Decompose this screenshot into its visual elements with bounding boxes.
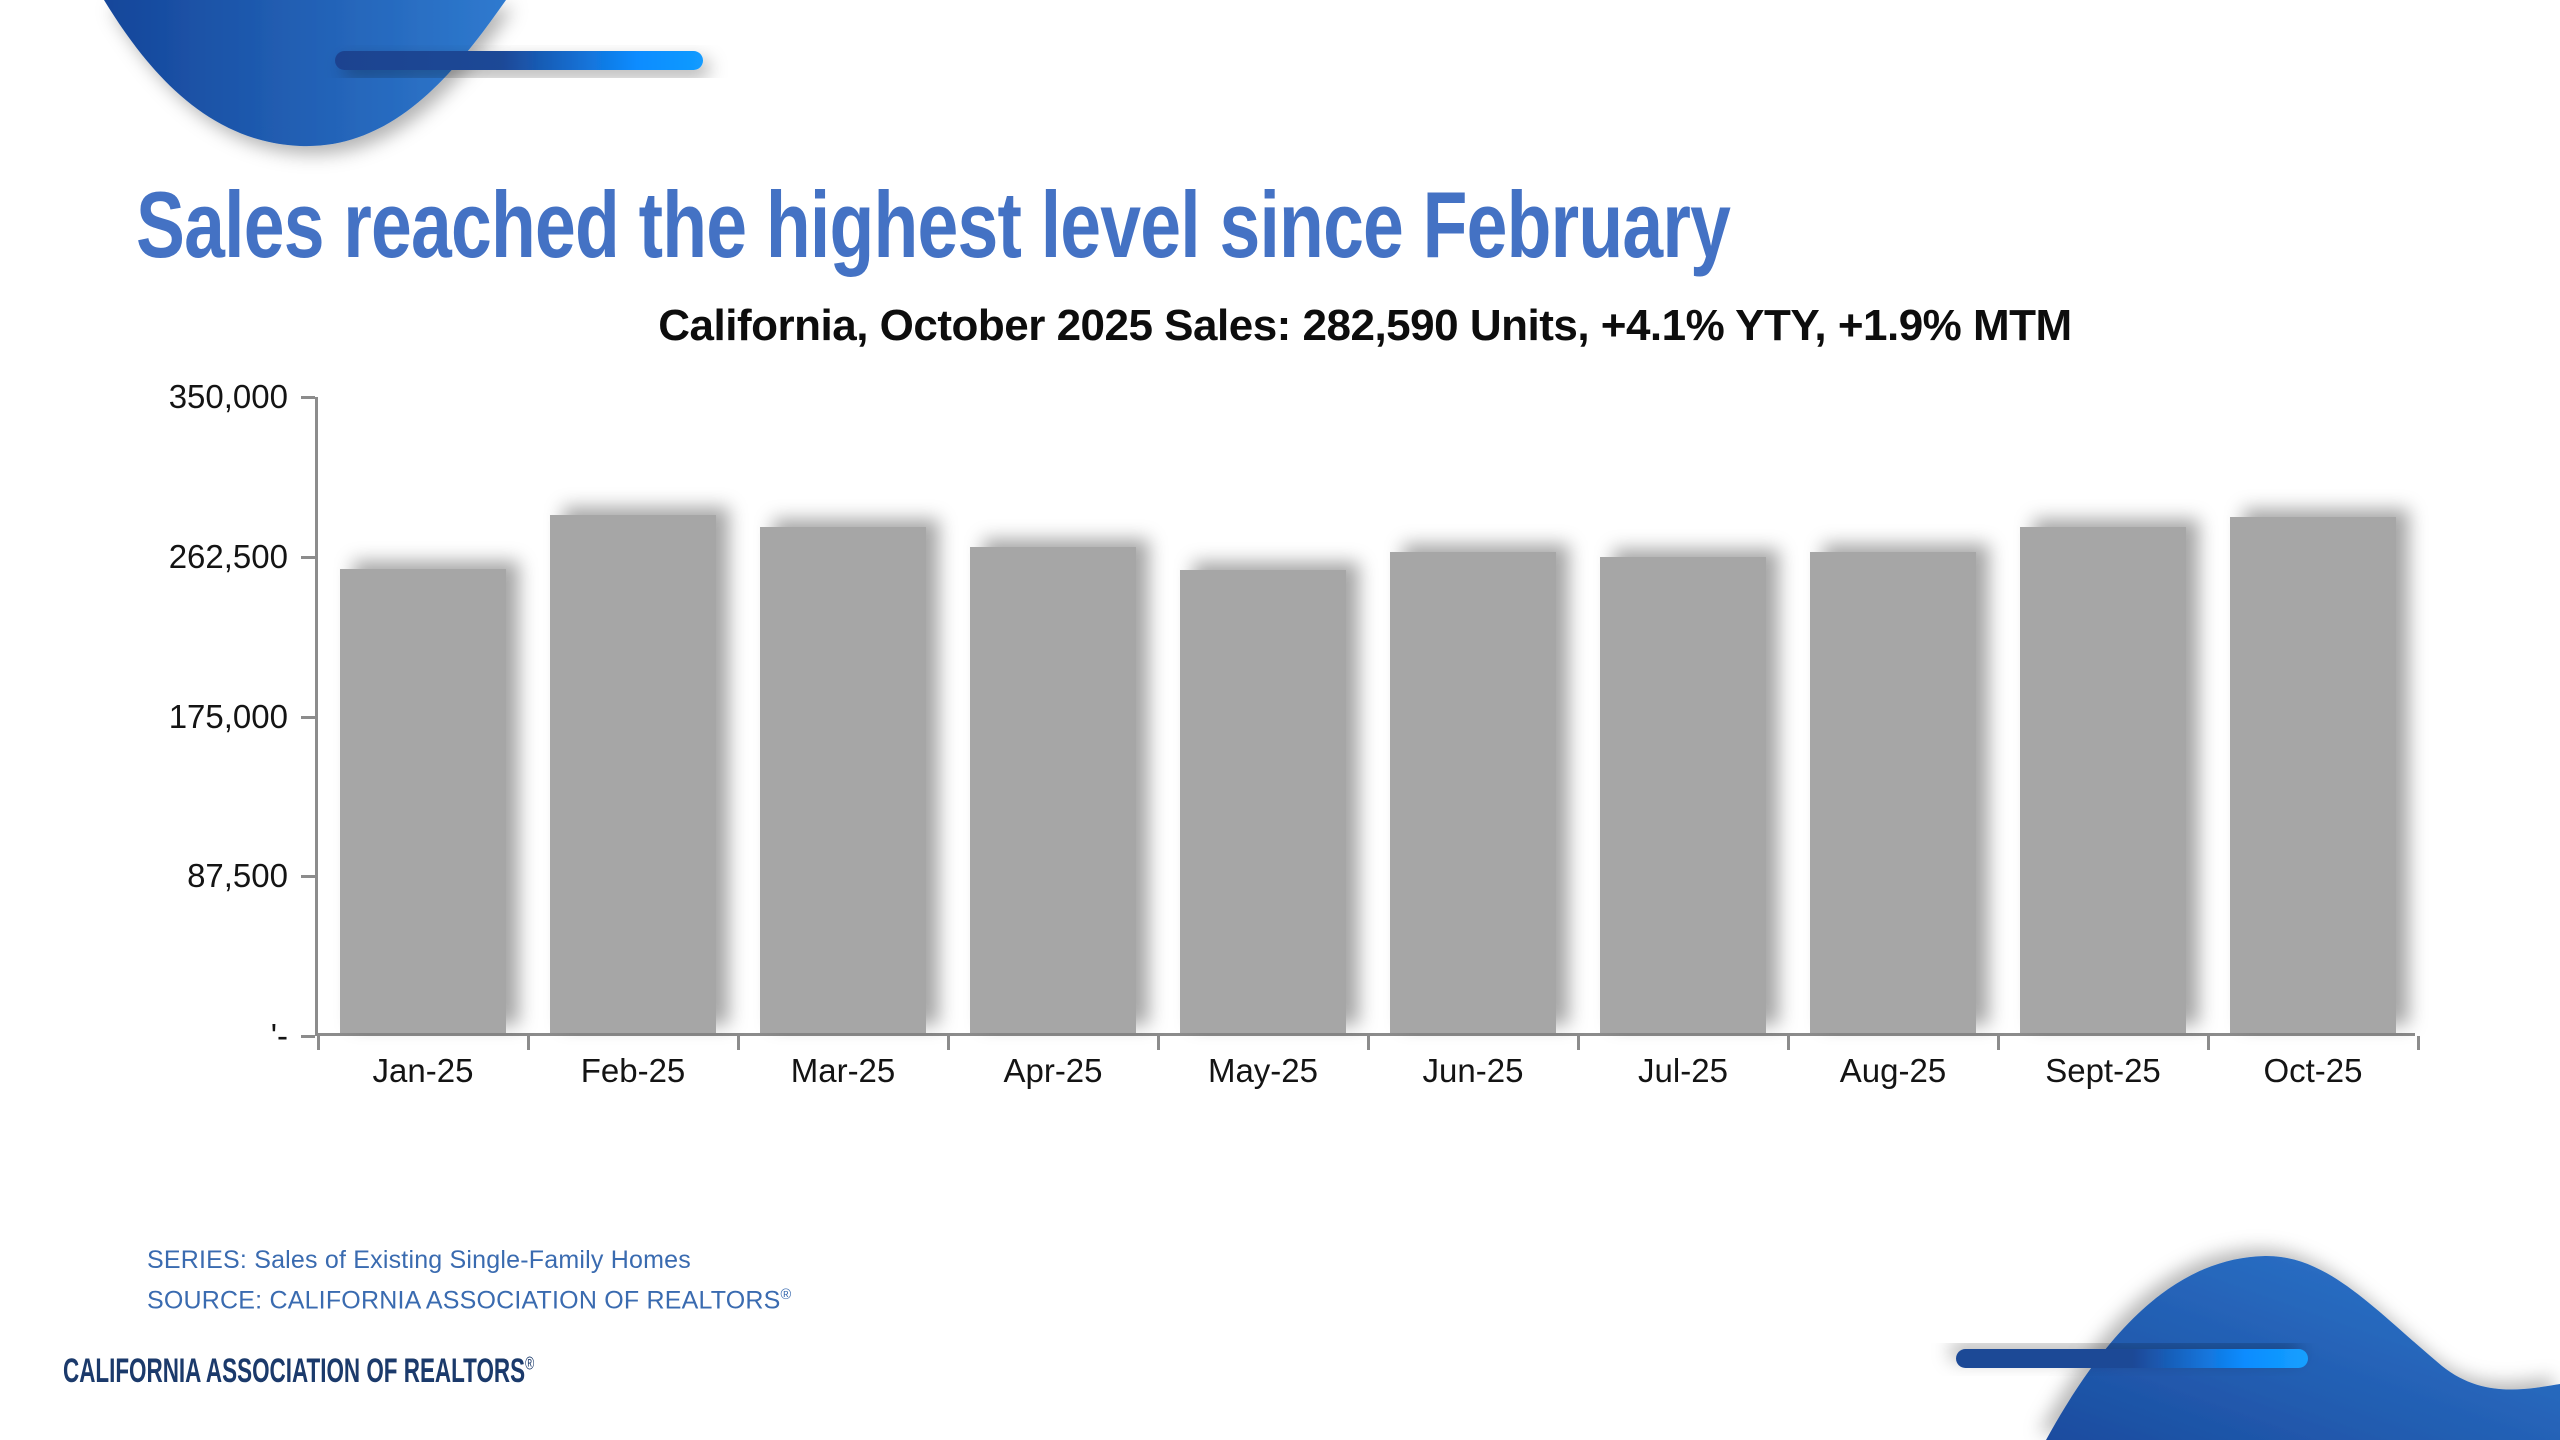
bottom-right-wave-decoration [1956, 1255, 2560, 1440]
registered-mark: ® [780, 1287, 792, 1303]
y-axis-label: 175,000 [168, 697, 288, 735]
x-axis-label: Apr-25 [1003, 1052, 1103, 1089]
top-left-wave-decoration [104, 0, 703, 147]
series-line: SERIES: Sales of Existing Single-Family … [147, 1246, 691, 1274]
car-logo: CALIFORNIA ASSOCIATION OF REALTORS® [63, 1352, 535, 1390]
accent-line [335, 51, 703, 70]
hill-shape [2046, 1255, 2560, 1440]
x-axis-tick [946, 1036, 950, 1050]
x-axis-label: Oct-25 [2263, 1052, 2363, 1089]
x-axis-label: Jun-25 [1422, 1052, 1524, 1089]
bar [1390, 551, 1556, 1033]
bar [2230, 517, 2396, 1033]
x-axis-label: Feb-25 [580, 1052, 686, 1089]
accent-line [1956, 1349, 2308, 1368]
bar [1810, 551, 1976, 1033]
x-axis-tick [1366, 1036, 1370, 1050]
bar [1600, 556, 1766, 1033]
x-axis-tick [316, 1036, 320, 1050]
y-axis-tick [301, 396, 315, 399]
bar [340, 569, 506, 1033]
y-axis-tick [301, 715, 315, 719]
y-axis-label: '- [270, 1017, 288, 1054]
y-axis-tick [301, 1035, 315, 1038]
y-axis-label: 350,000 [168, 378, 288, 415]
x-axis-tick [1576, 1036, 1580, 1050]
source-line: SOURCE: CALIFORNIA ASSOCIATION OF REALTO… [147, 1286, 792, 1315]
x-axis-label: Jul-25 [1638, 1052, 1728, 1089]
x-axis-tick [2206, 1036, 2210, 1050]
y-axis-label: 87,500 [187, 857, 288, 895]
y-axis-tick [301, 875, 315, 879]
x-axis-label: Jan-25 [372, 1052, 474, 1089]
y-axis-tick [301, 555, 315, 559]
x-axis-tick [736, 1036, 740, 1050]
x-axis-label: May-25 [1207, 1052, 1319, 1089]
registered-mark: ® [525, 1352, 535, 1374]
x-axis-label: Aug-25 [1839, 1052, 1947, 1089]
bar [970, 547, 1136, 1033]
source-block: SERIES: Sales of Existing Single-Family … [147, 1243, 791, 1318]
x-axis-tick [1996, 1036, 2000, 1050]
chart-title: California, October 2025 Sales: 282,590 … [658, 301, 2072, 350]
bar [550, 515, 716, 1033]
bar [1180, 570, 1346, 1033]
x-axis-tick [1786, 1036, 1790, 1050]
bar [2020, 526, 2186, 1033]
x-axis-tick [526, 1036, 530, 1050]
bar [760, 527, 926, 1033]
x-axis-tick [2416, 1036, 2420, 1050]
plot-area: 350,000 262,500 175,000 87,500 '- Jan-25 Feb-2… [169, 378, 2420, 1089]
page-title: Sales reached the highest level since Fe… [136, 172, 1731, 277]
x-axis-tick [1156, 1036, 1160, 1050]
x-axis-label: Sept-25 [2045, 1052, 2161, 1089]
swoosh-shape [104, 0, 506, 147]
y-axis-label: 262,500 [168, 537, 288, 575]
x-axis-label: Mar-25 [790, 1052, 896, 1089]
